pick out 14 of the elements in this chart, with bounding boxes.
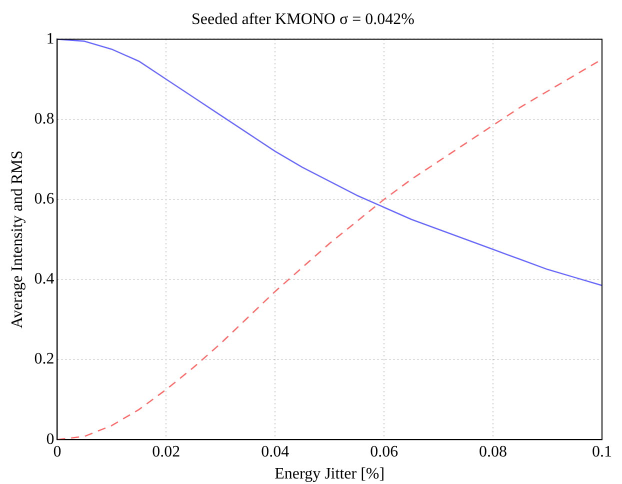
- y-tick-label: 0.8: [34, 110, 54, 128]
- y-tick-label: 0.2: [34, 350, 54, 368]
- x-axis-title: Energy Jitter [%]: [274, 466, 385, 483]
- x-tick-label: 0.1: [592, 443, 612, 460]
- y-tick-label: 0.6: [34, 190, 54, 208]
- x-tick-label: 0.02: [152, 443, 180, 460]
- y-tick-label: 1: [46, 30, 54, 48]
- y-tick-label: 0: [46, 430, 54, 448]
- y-tick-label: 0.4: [34, 270, 54, 288]
- chart-title: Seeded after KMONO σ = 0.042%: [192, 10, 414, 28]
- y-axis-title: Average Intensity and RMS: [8, 150, 26, 328]
- x-tick-label: 0.06: [370, 443, 398, 460]
- x-tick-label: 0.04: [261, 443, 290, 460]
- x-tick-label: 0.08: [479, 443, 508, 460]
